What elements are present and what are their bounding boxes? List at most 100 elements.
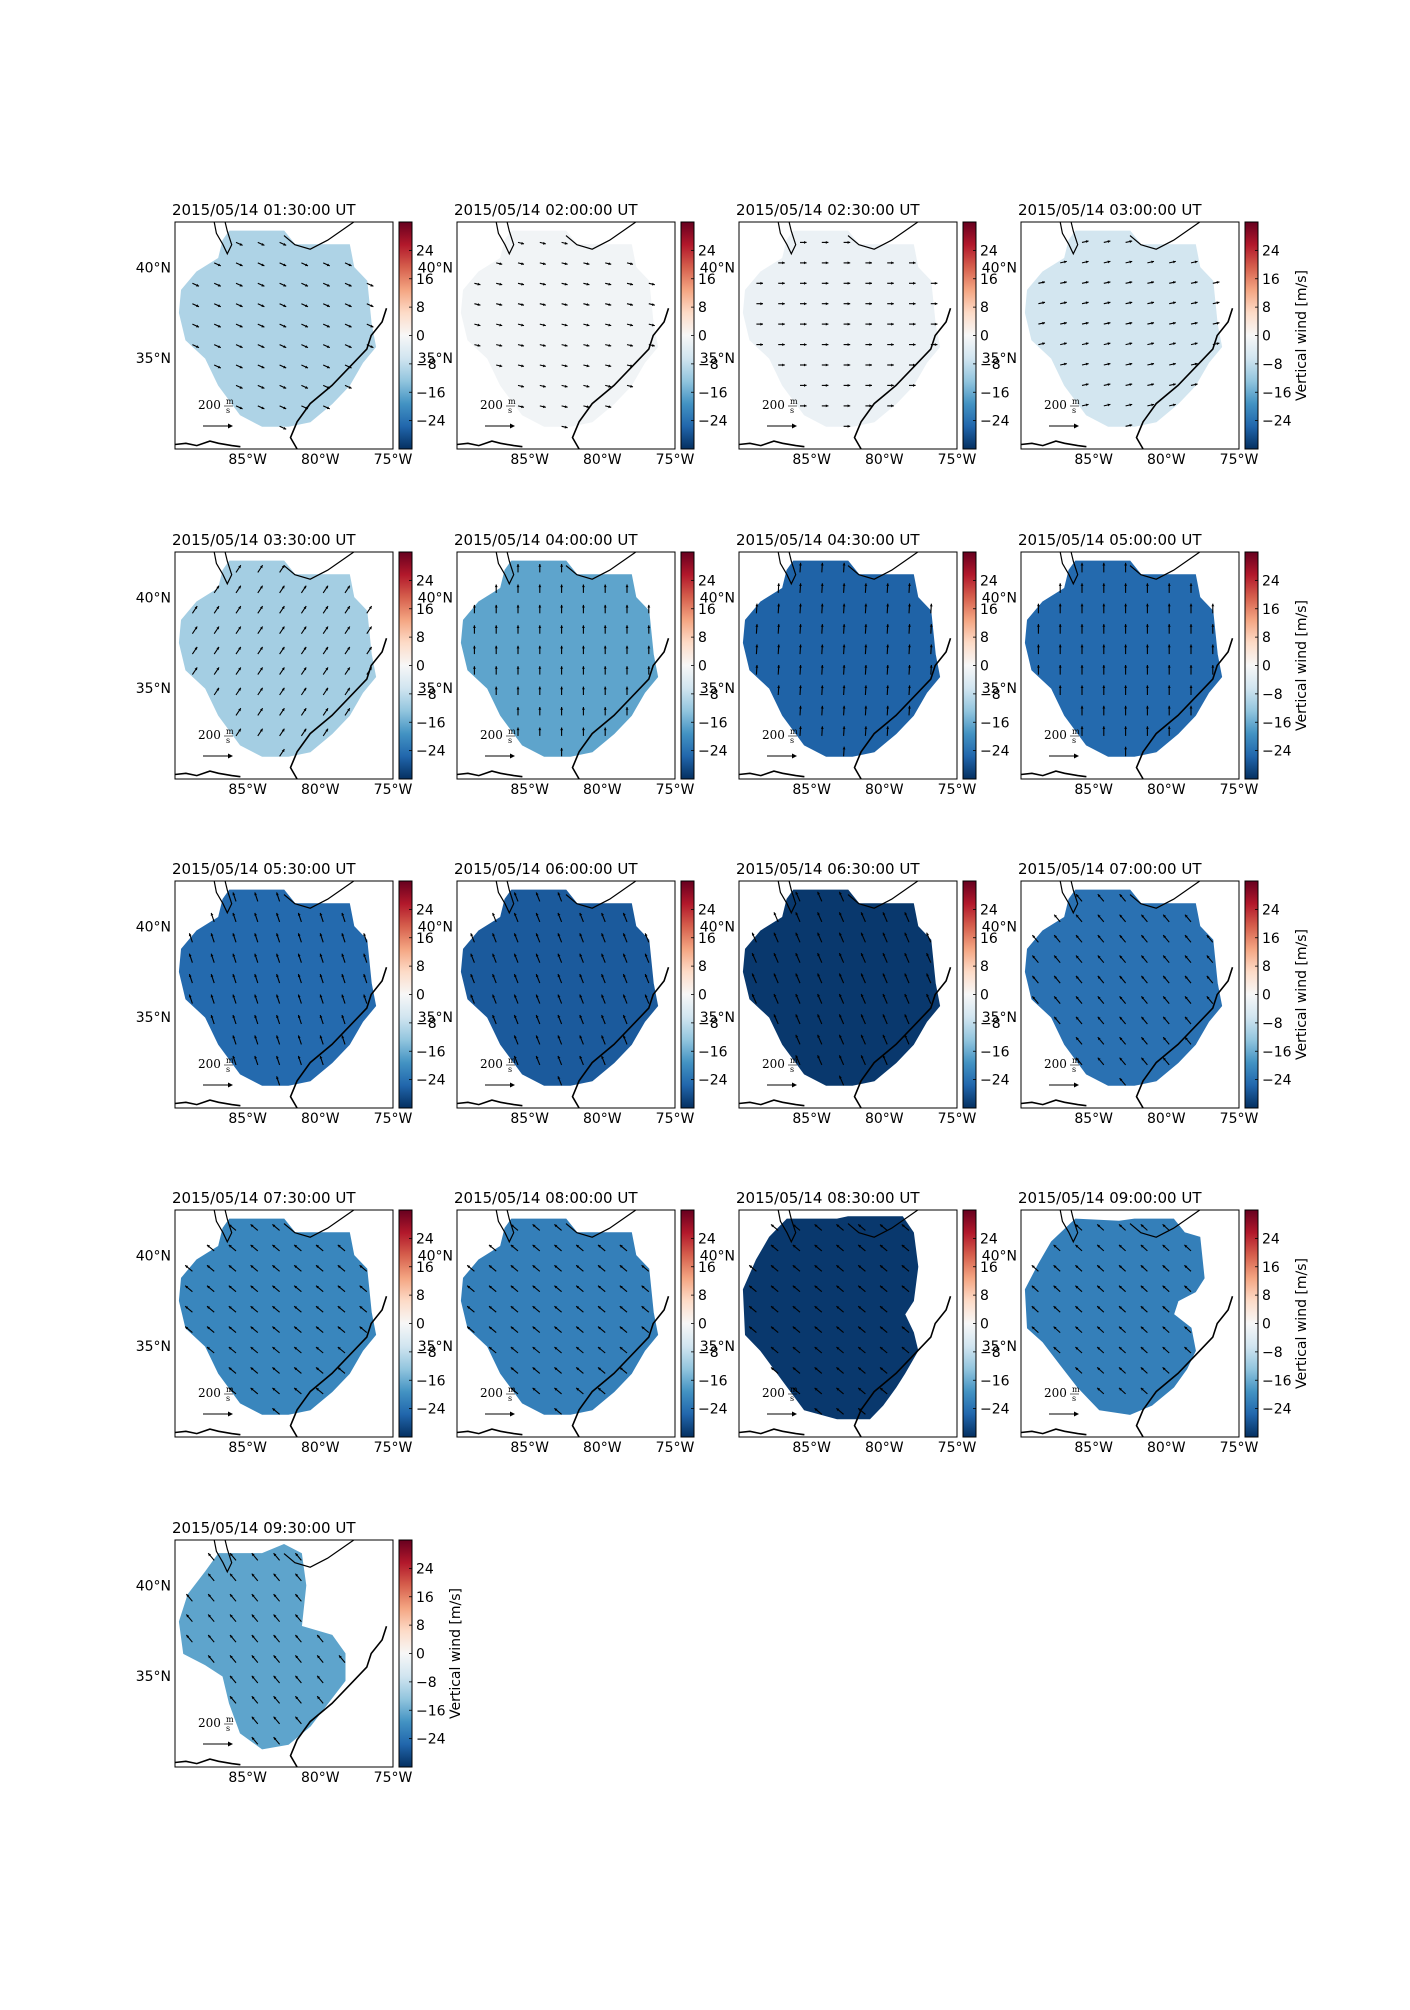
- wind-vector-head: [325, 667, 328, 671]
- wind-vector-head: [839, 1014, 842, 1018]
- wind-vector-head: [795, 1014, 799, 1018]
- wind-vector-head: [238, 667, 241, 671]
- panel: 2015/05/14 02:00:00 UT 200 ms 85°W 80°W 75°W 3…: [418, 201, 728, 468]
- wind-vector-head: [1054, 935, 1057, 938]
- wind-vector-head: [557, 974, 561, 978]
- wind-vector-head: [560, 747, 564, 751]
- wind-vector-head: [560, 645, 564, 649]
- wind-vector-head: [804, 343, 807, 346]
- quiver-key-unit-denominator: s: [508, 1065, 512, 1074]
- wind-vector-head: [777, 603, 781, 607]
- wind-vector-head: [1151, 403, 1154, 407]
- wind-vector-head: [326, 365, 330, 369]
- wind-vector-head: [542, 282, 546, 286]
- wind-vector-head: [644, 974, 648, 978]
- gulf-coastline: [456, 440, 523, 448]
- quiver-key-label: 200: [480, 398, 503, 412]
- wind-vector-head: [1129, 403, 1133, 407]
- plot-frame: [1020, 221, 1240, 450]
- wind-vector-head: [1042, 342, 1045, 346]
- plot-frame: [738, 551, 958, 780]
- wind-vector-head: [261, 324, 265, 328]
- wind-vector-head: [1097, 1037, 1101, 1041]
- wind-vector-head: [305, 263, 308, 267]
- quiver-key-arrowhead: [228, 423, 233, 429]
- wind-vector-head: [934, 281, 938, 285]
- y-tick-label: 35°N: [700, 351, 735, 367]
- wind-vector-head: [880, 1347, 883, 1350]
- wind-vector-head: [216, 646, 219, 650]
- wind-vector-head: [514, 1055, 517, 1059]
- wind-vector-head: [1146, 644, 1149, 648]
- wind-vector-head: [1185, 1037, 1188, 1041]
- coastline: [571, 1296, 670, 1438]
- wind-vector-head: [1140, 1387, 1144, 1391]
- gulf-coastline: [456, 1428, 523, 1436]
- quiver-key-arrowhead: [228, 1411, 233, 1417]
- colorbar-tick-label: −8: [416, 1675, 437, 1691]
- wind-vector-head: [1173, 281, 1176, 284]
- quiver-key-unit-denominator: s: [226, 1394, 230, 1403]
- x-tick-label: 75°W: [1220, 1440, 1259, 1456]
- wind-vector-head: [882, 994, 886, 997]
- wind-vector-head: [564, 241, 568, 245]
- wind-vector-head: [603, 584, 607, 588]
- wind-vector-head: [254, 1055, 257, 1059]
- wind-vector-head: [1107, 240, 1111, 243]
- wind-vector-head: [579, 1055, 583, 1059]
- wind-vector-head: [1037, 603, 1040, 607]
- colorbar-tick-label: 0: [416, 1317, 425, 1333]
- wind-vector-head: [792, 1367, 796, 1371]
- wind-vector-head: [207, 1265, 210, 1269]
- lake-shoreline: [847, 551, 919, 580]
- wind-vector-head: [858, 1224, 862, 1228]
- wind-vector-head: [771, 1265, 774, 1269]
- wind-vector-head: [273, 1716, 277, 1720]
- wind-vector-head: [864, 726, 868, 729]
- wind-vector-head: [886, 644, 890, 648]
- wind-vector-head: [337, 1347, 341, 1350]
- wind-vector-head: [913, 281, 916, 285]
- coastline: [289, 308, 388, 450]
- colorbar-tick-label: −16: [1262, 1373, 1292, 1389]
- wind-vector-head: [272, 1306, 276, 1309]
- plot-frame: [1020, 880, 1240, 1109]
- wind-vector-head: [1097, 894, 1101, 898]
- wind-vector-head: [210, 1015, 214, 1018]
- wind-vector-head: [1080, 726, 1084, 729]
- x-tick-label: 85°W: [228, 1770, 267, 1786]
- wind-vector-head: [1075, 1347, 1079, 1350]
- y-tick-label: 40°N: [700, 1248, 735, 1264]
- wind-vector-head: [516, 666, 520, 669]
- wind-vector-head: [1054, 1016, 1057, 1020]
- quiver-key-unit-denominator: s: [508, 406, 512, 415]
- wind-vector-head: [535, 1055, 539, 1059]
- colorbar-tick-label: 0: [1262, 1317, 1271, 1333]
- quiver-key-arrowhead: [228, 753, 233, 759]
- wind-vector-head: [1107, 383, 1111, 386]
- wind-vector-head: [891, 343, 894, 346]
- y-tick-label: 40°N: [700, 590, 735, 606]
- wind-vector-head: [623, 953, 626, 957]
- wind-vector-head: [651, 323, 655, 327]
- lake-shoreline: [777, 1209, 797, 1244]
- wind-vector-head: [516, 686, 520, 690]
- quiver-key-label: 200: [1044, 1386, 1067, 1400]
- wind-vector-head: [651, 303, 655, 306]
- quiver-key-label: 200: [198, 1057, 221, 1071]
- wind-vector-head: [836, 1244, 840, 1248]
- wind-vector-head: [1163, 1037, 1166, 1041]
- wind-vector-head: [880, 1326, 883, 1330]
- colorbar-tick-label: −8: [416, 1016, 437, 1032]
- wind-vector-head: [325, 708, 328, 712]
- wind-vector-head: [492, 912, 495, 916]
- colorbar-label: Vertical wind [m/s]: [448, 1588, 464, 1719]
- wind-vector-head: [1076, 914, 1079, 918]
- wind-vector-head: [891, 363, 894, 367]
- wind-vector-head: [1167, 583, 1171, 586]
- wind-vector-head: [1146, 603, 1149, 607]
- plot-frame: [1020, 1209, 1240, 1438]
- wind-vector-head: [272, 1387, 276, 1391]
- wind-vector-head: [347, 606, 350, 610]
- colorbar-tick-label: 8: [416, 630, 425, 646]
